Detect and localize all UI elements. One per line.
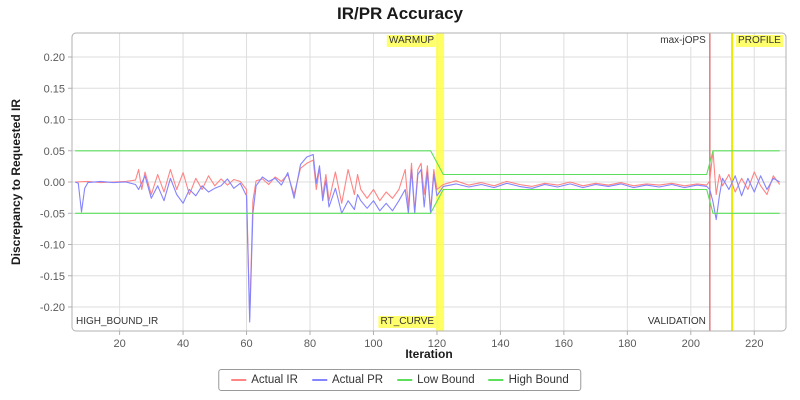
svg-text:220: 220	[745, 338, 763, 350]
annotation-warmup: WARMUP	[386, 35, 437, 47]
legend-label-actual-ir: Actual IR	[251, 374, 298, 386]
svg-text:180: 180	[618, 338, 636, 350]
series-actual-ir	[75, 150, 781, 317]
actual-ir-line-swatch	[231, 379, 247, 381]
svg-text:20: 20	[113, 338, 125, 350]
legend-item-high-bound: High Bound	[488, 374, 569, 386]
svg-text:-0.20: -0.20	[40, 302, 65, 314]
svg-text:-0.10: -0.10	[40, 240, 65, 252]
annotation-max-jops: max-jOPS	[658, 35, 708, 47]
series-high-bound	[75, 150, 780, 176]
data-series	[74, 150, 781, 323]
high-bound-line-swatch	[488, 379, 504, 381]
svg-text:-0.15: -0.15	[40, 271, 65, 283]
low-bound-line-swatch	[397, 379, 413, 381]
svg-text:40: 40	[177, 338, 189, 350]
annotation-rt-curve: RT_CURVE	[378, 316, 437, 328]
svg-text:0.10: 0.10	[44, 115, 65, 127]
legend-item-actual-ir: Actual IR	[231, 374, 298, 386]
series-actual-pr	[74, 153, 780, 323]
annotation-validation: VALIDATION	[645, 316, 708, 328]
svg-text:100: 100	[364, 338, 382, 350]
svg-text:-0.05: -0.05	[40, 208, 65, 220]
annotation-profile: PROFILE	[736, 35, 783, 47]
actual-pr-line-swatch	[311, 379, 327, 381]
svg-text:0.05: 0.05	[44, 146, 65, 158]
svg-text:0.20: 0.20	[44, 52, 65, 64]
series-low-bound	[75, 188, 780, 214]
legend: Actual IR Actual PR Low Bound High Bound	[218, 369, 582, 391]
legend-item-low-bound: Low Bound	[397, 374, 475, 386]
svg-text:120: 120	[428, 338, 446, 350]
tick-marks	[68, 56, 755, 335]
legend-label-actual-pr: Actual PR	[331, 374, 384, 386]
svg-text:80: 80	[304, 338, 316, 350]
svg-text:160: 160	[555, 338, 573, 350]
chart-title: IR/PR Accuracy	[337, 4, 463, 23]
svg-text:60: 60	[240, 338, 252, 350]
tick-labels: 20 40 60 80 100 120 140 160 180 200 220 0.20 0.15 0.1…	[40, 52, 764, 350]
svg-text:0.15: 0.15	[44, 83, 65, 95]
annotation-high-bound-ir: HIGH_BOUND_IR	[74, 316, 161, 328]
svg-text:140: 140	[491, 338, 509, 350]
x-axis-label: Iteration	[405, 347, 453, 361]
legend-item-actual-pr: Actual PR	[311, 374, 384, 386]
svg-text:200: 200	[682, 338, 700, 350]
svg-text:0.00: 0.00	[44, 177, 65, 189]
legend-label-low-bound: Low Bound	[417, 374, 475, 386]
legend-label-high-bound: High Bound	[508, 374, 569, 386]
warmup-band	[436, 33, 445, 331]
